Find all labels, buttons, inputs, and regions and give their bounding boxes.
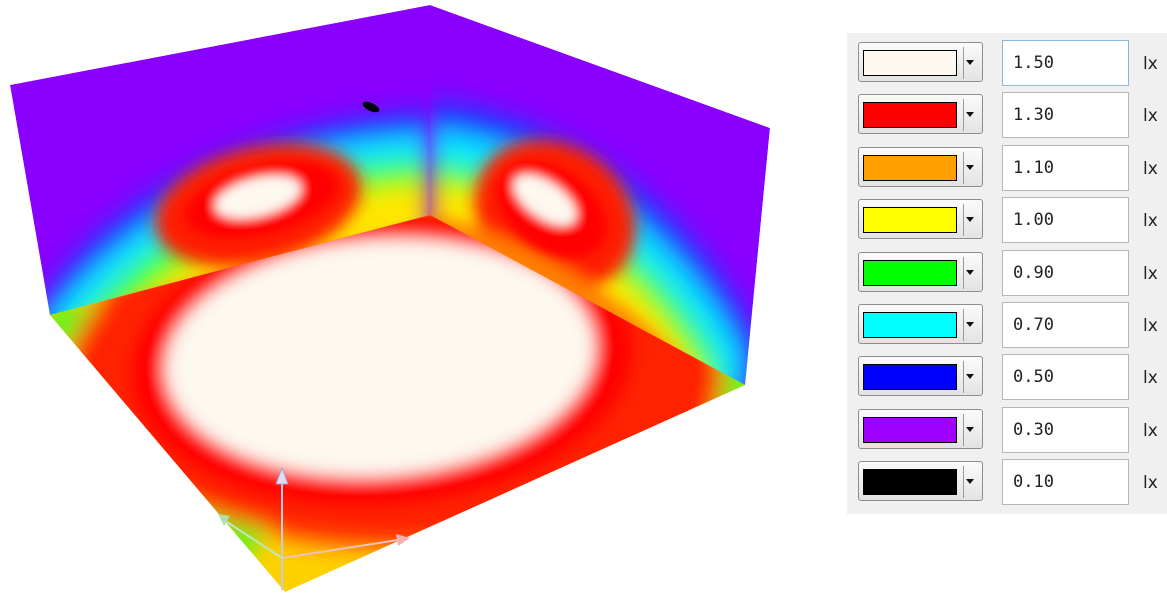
unit-label: lx — [1143, 159, 1158, 179]
threshold-value-input[interactable]: 1.30 — [1002, 92, 1129, 138]
axis-x-icon — [396, 534, 410, 546]
threshold-value-input[interactable]: 1.10 — [1002, 145, 1129, 191]
combo-divider — [963, 361, 964, 393]
combo-divider — [963, 257, 964, 289]
chevron-down-icon[interactable] — [966, 60, 974, 65]
color-picker-dropdown[interactable] — [858, 199, 983, 239]
color-picker-dropdown[interactable] — [858, 409, 983, 449]
color-picker-dropdown[interactable] — [858, 94, 983, 134]
legend-row: 1.10 lx — [858, 145, 1162, 191]
legend-row: 0.90 lx — [858, 250, 1162, 296]
color-swatch — [863, 312, 957, 338]
illuminance-legend-panel: 1.50 lx 1.30 lx 1.10 lx 1.00 lx — [847, 33, 1167, 514]
color-swatch — [863, 102, 957, 128]
unit-label: lx — [1143, 211, 1158, 231]
unit-label: lx — [1143, 421, 1158, 441]
legend-row: 0.10 lx — [858, 459, 1162, 505]
unit-label: lx — [1143, 106, 1158, 126]
illuminance-room-render[interactable] — [0, 0, 800, 592]
unit-label: lx — [1143, 54, 1158, 74]
legend-row: 1.00 lx — [858, 197, 1162, 243]
threshold-value-input[interactable]: 1.00 — [1002, 197, 1129, 243]
unit-label: lx — [1143, 316, 1158, 336]
color-swatch — [863, 364, 957, 390]
chevron-down-icon[interactable] — [966, 112, 974, 117]
combo-divider — [963, 152, 964, 184]
color-swatch — [863, 417, 957, 443]
color-swatch — [863, 155, 957, 181]
combo-divider — [963, 309, 964, 341]
chevron-down-icon[interactable] — [966, 270, 974, 275]
unit-label: lx — [1143, 264, 1158, 284]
combo-divider — [963, 466, 964, 498]
chevron-down-icon[interactable] — [966, 322, 974, 327]
color-swatch — [863, 260, 957, 286]
threshold-value-input[interactable]: 0.50 — [1002, 354, 1129, 400]
axis-up-icon — [275, 466, 289, 485]
axis-y-icon — [218, 514, 230, 526]
legend-row: 0.30 lx — [858, 407, 1162, 453]
chevron-down-icon[interactable] — [966, 374, 974, 379]
legend-row: 1.30 lx — [858, 92, 1162, 138]
color-picker-dropdown[interactable] — [858, 461, 983, 501]
unit-label: lx — [1143, 473, 1158, 493]
color-picker-dropdown[interactable] — [858, 356, 983, 396]
combo-divider — [963, 204, 964, 236]
legend-row: 0.50 lx — [858, 354, 1162, 400]
threshold-value-input[interactable]: 0.30 — [1002, 407, 1129, 453]
color-swatch — [863, 207, 957, 233]
combo-divider — [963, 47, 964, 79]
legend-row: 1.50 lx — [858, 40, 1162, 86]
chevron-down-icon[interactable] — [966, 479, 974, 484]
combo-divider — [963, 414, 964, 446]
chevron-down-icon[interactable] — [966, 165, 974, 170]
3d-viewport[interactable] — [0, 0, 800, 592]
unit-label: lx — [1143, 368, 1158, 388]
threshold-value-input[interactable]: 0.10 — [1002, 459, 1129, 505]
color-swatch — [863, 469, 957, 495]
color-picker-dropdown[interactable] — [858, 304, 983, 344]
color-swatch — [863, 50, 957, 76]
color-picker-dropdown[interactable] — [858, 42, 983, 82]
threshold-value-input[interactable]: 0.70 — [1002, 302, 1129, 348]
threshold-value-input[interactable]: 0.90 — [1002, 250, 1129, 296]
combo-divider — [963, 99, 964, 131]
color-picker-dropdown[interactable] — [858, 147, 983, 187]
color-picker-dropdown[interactable] — [858, 252, 983, 292]
chevron-down-icon[interactable] — [966, 217, 974, 222]
axis-gizmo — [218, 466, 410, 590]
legend-row: 0.70 lx — [858, 302, 1162, 348]
chevron-down-icon[interactable] — [966, 427, 974, 432]
threshold-value-input[interactable]: 1.50 — [1002, 40, 1129, 86]
